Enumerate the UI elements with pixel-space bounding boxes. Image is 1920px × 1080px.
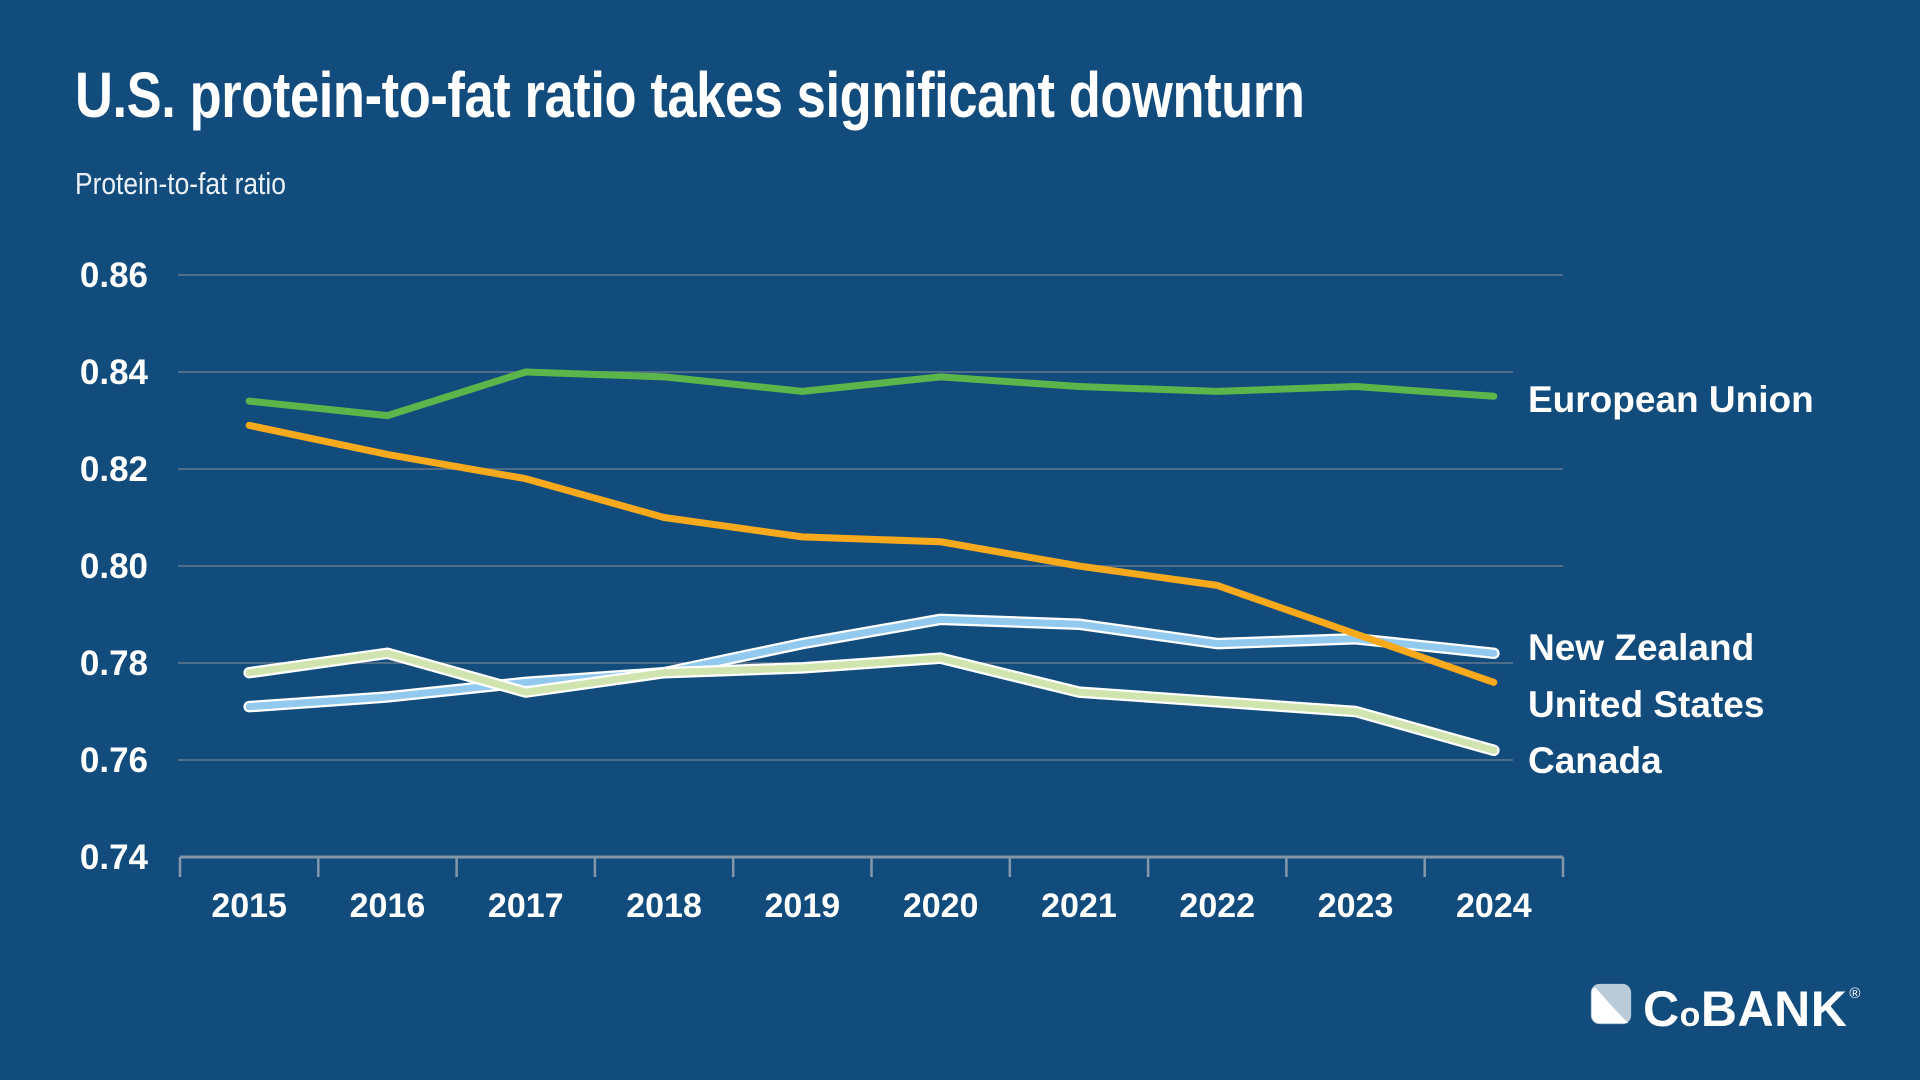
y-tick-label: 0.80 xyxy=(80,547,148,586)
line-new-zealand xyxy=(245,615,1498,711)
x-tick-label-2023: 2023 xyxy=(1318,887,1394,925)
line-united-states xyxy=(245,421,1498,686)
y-tick-label: 0.86 xyxy=(80,256,148,295)
cobank-logo: CoBANK ® xyxy=(1588,980,1861,1034)
x-tick-label-2024: 2024 xyxy=(1456,887,1532,925)
y-tick-label: 0.76 xyxy=(80,741,148,780)
y-tick-label: 0.78 xyxy=(80,644,148,683)
line-european-union xyxy=(245,368,1498,420)
y-axis-title: Protein-to-fat ratio xyxy=(75,166,286,201)
chart-title: U.S. protein-to-fat ratio takes signific… xyxy=(75,59,1305,131)
legend-label-european-union: European Union xyxy=(1528,379,1814,420)
cobank-logo-text: CoBANK ® xyxy=(1643,980,1861,1037)
x-tick-label-2016: 2016 xyxy=(350,887,426,925)
x-tick-label-2017: 2017 xyxy=(488,887,564,925)
legend-label-canada: Canada xyxy=(1528,740,1662,781)
y-tick-label: 0.82 xyxy=(80,450,148,489)
y-tick-label: 0.84 xyxy=(80,353,149,392)
registered-mark: ® xyxy=(1849,984,1861,1002)
x-tick-label-2022: 2022 xyxy=(1179,887,1255,925)
x-tick-label-2015: 2015 xyxy=(211,887,287,925)
line-canada xyxy=(245,649,1498,754)
x-tick-label-2018: 2018 xyxy=(626,887,702,925)
cobank-logo-icon xyxy=(1590,983,1632,1025)
x-tick-label-2021: 2021 xyxy=(1041,887,1117,925)
legend-label-new-zealand: New Zealand xyxy=(1528,627,1754,668)
x-tick-label-2020: 2020 xyxy=(903,887,979,925)
legend-label-united-states: United States xyxy=(1528,684,1764,725)
x-tick-label-2019: 2019 xyxy=(765,887,841,925)
y-tick-label: 0.74 xyxy=(80,838,149,877)
